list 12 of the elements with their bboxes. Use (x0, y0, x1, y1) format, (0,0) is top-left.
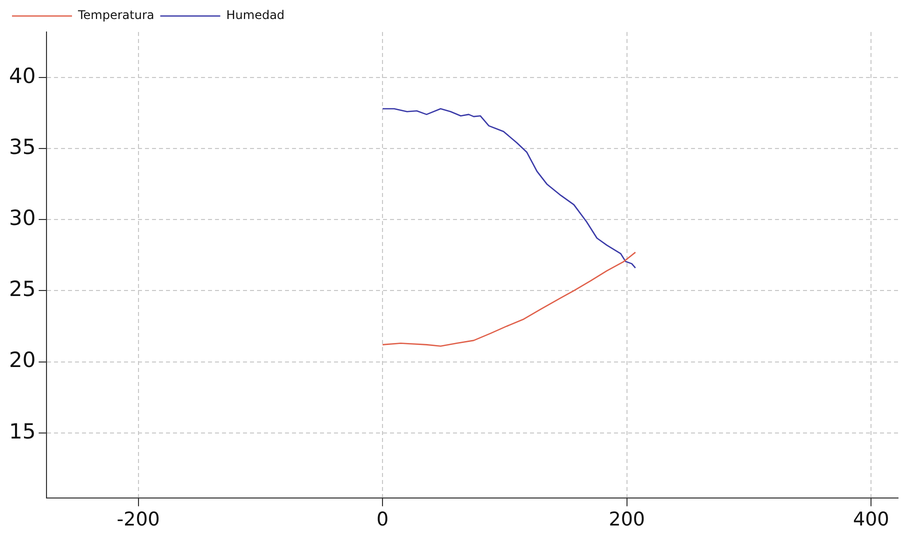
x-tick-label: 0 (376, 508, 389, 531)
y-tick-label: 35 (8, 135, 36, 160)
y-tick-label: 30 (8, 206, 36, 230)
y-tick-label: 40 (8, 64, 36, 88)
legend-label: Humedad (226, 8, 285, 22)
y-tick-label: 20 (8, 348, 36, 372)
legend-label: Temperatura (77, 8, 154, 22)
x-tick-label: 400 (853, 508, 890, 531)
x-tick-label: 200 (608, 508, 645, 531)
y-tick-label: 15 (8, 419, 36, 444)
y-tick-label: 25 (8, 277, 36, 302)
x-tick-label: -200 (116, 508, 160, 531)
